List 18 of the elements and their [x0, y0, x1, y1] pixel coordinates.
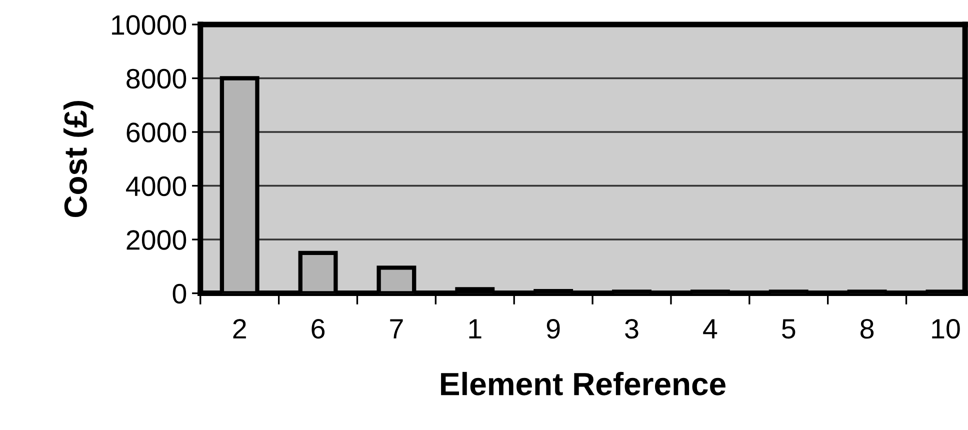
x-tick-label: 3	[625, 318, 638, 339]
x-tick-label: 7	[390, 319, 403, 338]
y-tick-label: 0	[172, 284, 186, 304]
y-axis-title: Cost (£)	[64, 101, 94, 218]
x-tick-label: 2	[233, 318, 246, 338]
y-tick-label: 4000	[126, 176, 186, 196]
y-tick-label: 2000	[126, 230, 186, 250]
x-tick-label: 4	[703, 319, 718, 338]
x-tick-label: 10	[932, 318, 960, 339]
x-tick-label: 9	[546, 318, 560, 339]
x-axis-title: Element Reference	[441, 372, 726, 396]
y-tick-label: 8000	[126, 68, 186, 89]
y-tick-label: 10000	[112, 15, 186, 35]
x-tick-label: 8	[860, 318, 874, 339]
x-tick-label: 5	[782, 319, 796, 339]
y-tick-label: 6000	[126, 122, 186, 142]
x-tick-label: 6	[312, 318, 325, 339]
x-tick-label: 1	[469, 319, 482, 338]
